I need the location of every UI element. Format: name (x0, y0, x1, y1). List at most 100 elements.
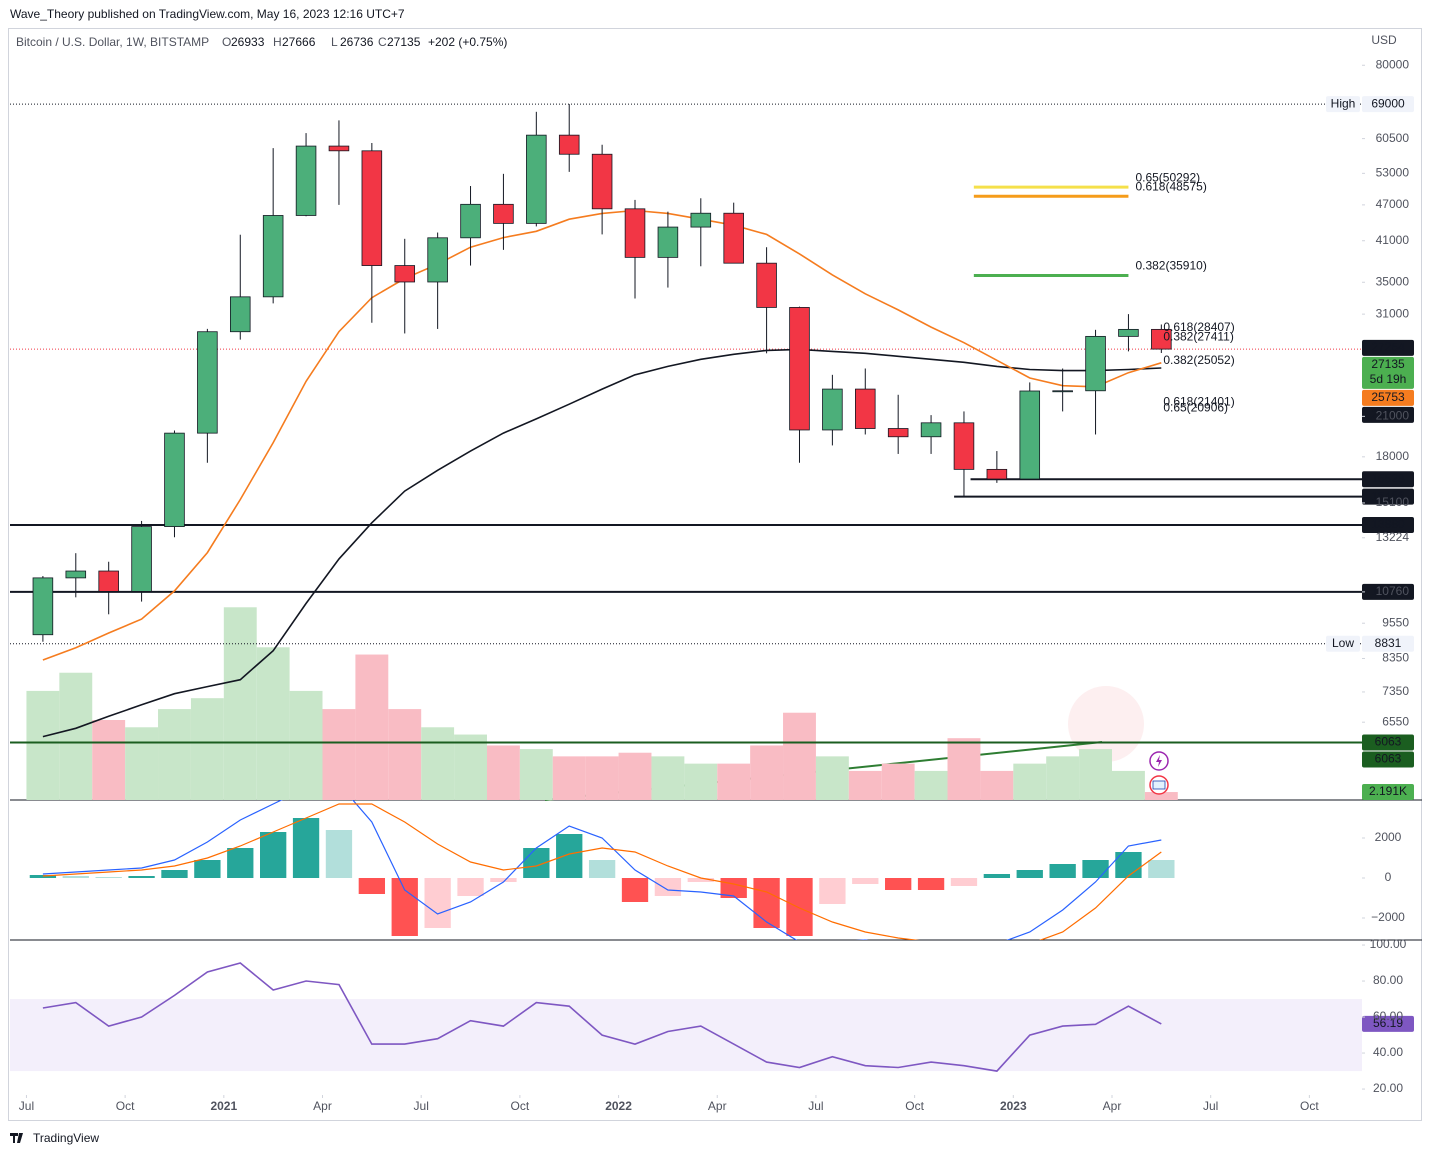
x-tick-label: Oct (116, 1099, 135, 1113)
price-badge (1362, 339, 1414, 356)
volume-bar (158, 709, 191, 800)
x-tick-label: Jul (1203, 1099, 1218, 1113)
candle-body (295, 145, 317, 216)
macd-histogram-bar (556, 834, 583, 878)
fib-label: 0.65(20906) (1163, 401, 1228, 415)
y-tick-label: 47000 (1376, 197, 1410, 211)
macd-histogram-bar (1082, 860, 1109, 878)
currency-label: USD (1371, 33, 1397, 47)
fib-label: 0.382(27411) (1163, 330, 1234, 344)
candle-body (131, 526, 152, 592)
x-tick-label: Apr (708, 1099, 727, 1113)
y-tick-label: 35000 (1376, 274, 1410, 288)
volume-bar (519, 749, 553, 800)
candle-body (460, 203, 481, 239)
fib-label: 0.618(48575) (1135, 179, 1206, 193)
ohlc-key: O (222, 35, 231, 49)
macd-tick-label: 2000 (1375, 830, 1402, 844)
candle-body (164, 432, 185, 527)
indicator-icons (1149, 751, 1169, 795)
fib-label: 0.65(50292) (1135, 170, 1200, 184)
macd-histogram-bar (194, 860, 221, 878)
macd-histogram-bar (687, 878, 714, 882)
x-tick-label: Jul (414, 1099, 429, 1113)
macd-histogram-bar (819, 878, 846, 904)
candle-body (920, 422, 942, 438)
volume-bar (454, 734, 487, 800)
y-tick-label: 18000 (1376, 449, 1410, 463)
x-tick-label: 2022 (605, 1099, 632, 1113)
candle-body (98, 570, 119, 592)
macd-histogram-bar (457, 878, 484, 896)
volume-badge (1362, 784, 1414, 801)
candle-body (624, 208, 646, 258)
macd-histogram-bar (588, 860, 616, 878)
candle-body (197, 331, 218, 434)
price-change: +202 (+0.75%) (428, 35, 507, 49)
price-badge (1362, 406, 1414, 423)
x-tick-label: 2023 (1000, 1099, 1027, 1113)
volume-bar (750, 745, 784, 800)
macd-histogram-bar (95, 877, 122, 878)
candle-body (32, 577, 54, 636)
x-tick-label: Apr (1103, 1099, 1122, 1113)
candle-body (657, 226, 679, 258)
y-tick-label: 15100 (1376, 495, 1410, 509)
brand-name: TradingView (33, 1131, 99, 1145)
macd-histogram-bar (621, 878, 649, 902)
macd-line (42, 800, 1162, 940)
y-tick-label: 7350 (1382, 684, 1409, 698)
volume-bar (223, 607, 257, 800)
macd-line (42, 803, 1162, 940)
price-badge (1362, 356, 1414, 389)
candle-body (229, 296, 251, 333)
rsi-tick-label: 20.00 (1373, 1081, 1403, 1095)
price-badge-label: 69000 (1371, 96, 1405, 110)
volume-bar (486, 745, 520, 800)
x-tick-label: Jul (808, 1099, 823, 1113)
volume-bar (947, 738, 981, 800)
macd-histogram-bar (490, 878, 517, 882)
macd-histogram-bar (983, 874, 1011, 878)
macd-histogram-bar (358, 878, 386, 894)
price-badge (1362, 583, 1414, 600)
rsi-pane (10, 962, 1362, 1072)
price-badge (1362, 96, 1414, 113)
y-tick-label: 9550 (1382, 615, 1409, 629)
macd-histogram-bar (786, 878, 813, 936)
ohlc-key: H (273, 35, 282, 49)
price-badge (1362, 488, 1414, 505)
x-tick-label: Oct (511, 1099, 530, 1113)
volume-badge-label: 2.191K (1369, 784, 1407, 798)
candle-body (328, 145, 350, 152)
candle-body (1151, 328, 1172, 350)
price-pane (10, 103, 1362, 800)
candle-body (1085, 335, 1106, 392)
volume-bar (1046, 756, 1080, 800)
brand: TradingView (10, 1131, 99, 1145)
fib-label: 0.618(28407) (1163, 320, 1234, 334)
candle-body (789, 307, 810, 431)
volume-bar (552, 756, 586, 800)
macd-histogram-bar (1016, 870, 1043, 878)
price-badge-tag (1326, 635, 1360, 652)
volume-bar (684, 763, 718, 800)
macd-histogram-bar (62, 876, 89, 878)
x-tick-label: 2021 (210, 1099, 237, 1113)
alert-icon-bolt (1156, 755, 1162, 767)
price-badge-label: 25753 (1371, 390, 1405, 404)
volume-bar (1079, 749, 1112, 800)
price-badge (1362, 751, 1414, 768)
macd-tick-label: −2000 (1371, 910, 1405, 924)
rsi-line (42, 962, 1162, 1072)
ohlc-value: 27666 (282, 35, 316, 49)
chart-frame (8, 28, 1422, 1121)
y-tick-label: 31000 (1376, 306, 1410, 320)
macd-histogram-bar (260, 832, 287, 878)
candle-body (1118, 328, 1139, 337)
candle-body (394, 265, 416, 283)
candle-body (723, 212, 744, 264)
candle-body (690, 212, 712, 228)
ohlc-value: 26933 (231, 35, 265, 49)
